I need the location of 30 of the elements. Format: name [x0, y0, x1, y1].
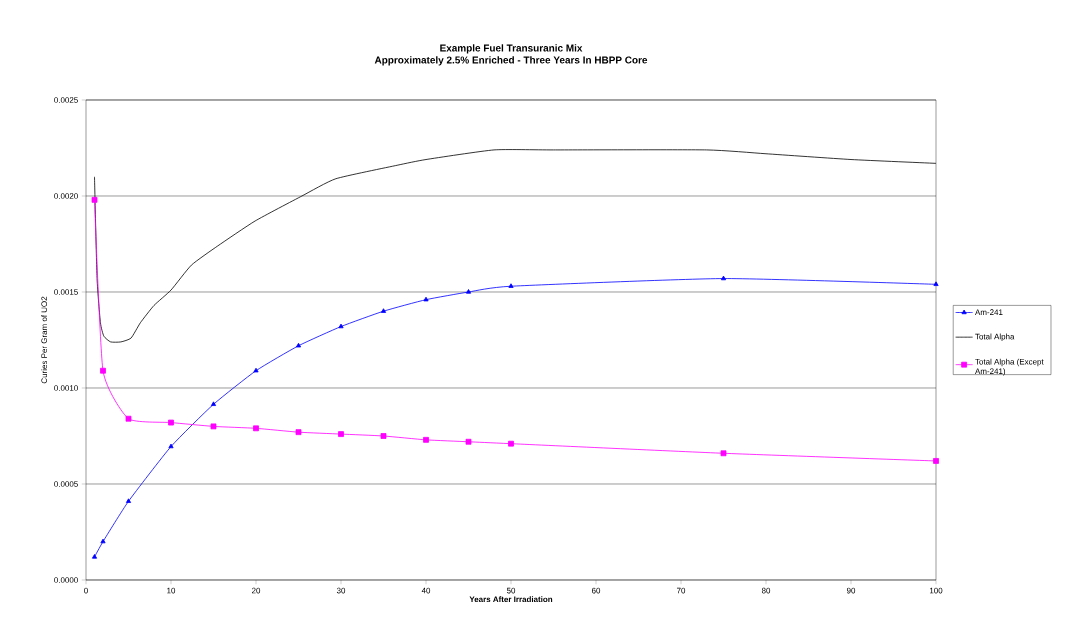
point — [210, 423, 217, 430]
point — [168, 443, 174, 449]
point — [423, 436, 429, 443]
point — [125, 498, 132, 503]
point — [91, 554, 98, 559]
point — [100, 538, 106, 544]
point — [295, 342, 302, 348]
point — [210, 401, 217, 406]
point — [933, 458, 939, 464]
point — [100, 367, 106, 374]
point — [465, 289, 472, 294]
point — [933, 281, 939, 286]
point — [125, 415, 132, 422]
chart-title: Example Fuel Transuranic Mix — [440, 44, 583, 54]
point — [508, 440, 514, 447]
point — [295, 429, 302, 436]
point — [720, 450, 727, 457]
point — [465, 438, 472, 445]
point — [423, 296, 429, 302]
point — [338, 431, 344, 437]
point — [338, 323, 344, 329]
chart-subtitle: Approximately 2.5% Enriched - Three Years In HBPP Core — [374, 56, 648, 66]
point — [91, 196, 98, 203]
point — [380, 308, 387, 313]
point — [253, 367, 259, 373]
point — [508, 283, 514, 288]
point — [168, 419, 174, 426]
point — [253, 425, 259, 432]
point — [380, 433, 387, 439]
point — [720, 275, 727, 281]
